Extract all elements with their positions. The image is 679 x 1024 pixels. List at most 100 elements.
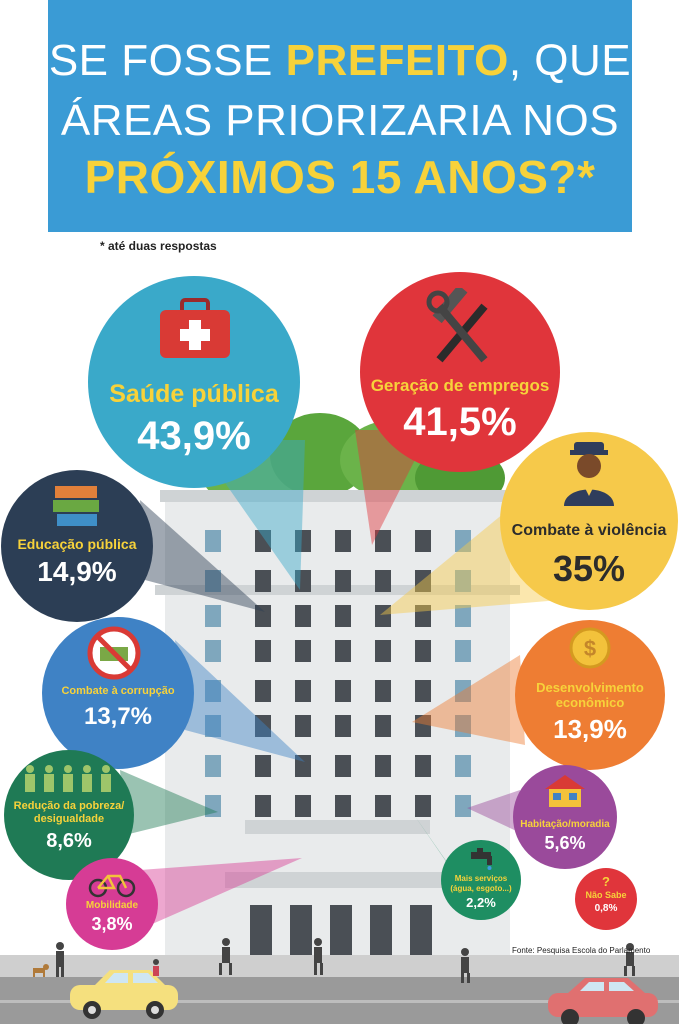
building-window — [375, 755, 391, 777]
bubble-educacao-publica: Educação pública 14,9% — [1, 470, 153, 622]
nao-sabe-value: 0,8% — [594, 903, 618, 914]
building-window — [205, 640, 221, 662]
mobilidade-label: Mobilidade — [85, 900, 139, 911]
servicos-label-2: (água, esgoto...) — [450, 884, 512, 893]
people-icon — [25, 765, 111, 792]
violencia-label: Combate à violência — [511, 522, 667, 539]
pobreza-value: 8,6% — [46, 830, 92, 852]
building-door — [250, 905, 272, 955]
bubble-desenvolvimento-economico: $ Desenvolvimento econômico 13,9% — [515, 620, 665, 770]
building-window — [415, 715, 431, 737]
habitacao-label: Habitação/moradia — [520, 819, 610, 830]
corrupcao-value: 13,7% — [83, 703, 153, 730]
question-mark-icon: ? — [602, 874, 610, 889]
books-icon — [53, 486, 99, 526]
building-window — [455, 755, 471, 777]
building-window — [335, 570, 351, 592]
building-window — [205, 605, 221, 627]
svg-text:$: $ — [584, 636, 596, 661]
building-window — [455, 795, 471, 817]
building-window — [335, 640, 351, 662]
footnote: * até duas respostas — [100, 239, 217, 253]
building-window — [455, 680, 471, 702]
source-note: Fonte: Pesquisa Escola do Parlamento — [512, 946, 651, 955]
building-illustration — [155, 490, 520, 960]
red-car-icon — [548, 978, 658, 1024]
building-door — [370, 905, 392, 955]
first-aid-kit-icon — [160, 298, 230, 358]
building-window — [255, 570, 271, 592]
saude-value: 43,9% — [137, 414, 251, 458]
educacao-value: 14,9% — [37, 556, 117, 587]
bicycle-icon — [88, 874, 136, 898]
empregos-label: Geração de empregos — [370, 376, 550, 395]
bubble-habitacao-moradia: Habitação/moradia 5,6% — [513, 765, 617, 869]
building-window — [415, 605, 431, 627]
mobilidade-cone — [140, 858, 302, 925]
building-window — [375, 605, 391, 627]
yellow-car-icon — [70, 970, 178, 1019]
building-window — [205, 570, 221, 592]
building-window — [455, 530, 471, 552]
empregos-value: 41,5% — [403, 400, 517, 444]
building-window — [205, 755, 221, 777]
coin-icon: $ — [569, 627, 611, 669]
building-window — [335, 530, 351, 552]
building-window — [335, 715, 351, 737]
violencia-value: 35% — [552, 548, 626, 589]
building-window — [455, 715, 471, 737]
building-window — [375, 680, 391, 702]
building-window — [335, 755, 351, 777]
building-window — [375, 715, 391, 737]
building-window — [375, 640, 391, 662]
servicos-value: 2,2% — [466, 895, 496, 910]
desenvolvimento-cone — [412, 655, 525, 745]
building-window — [295, 795, 311, 817]
bubble-combate-corrupcao: Combate à corrupção 13,7% — [42, 617, 194, 769]
bubble-combate-violencia: Combate à violência 35% — [500, 432, 678, 610]
building-window — [455, 605, 471, 627]
building-window — [415, 755, 431, 777]
building-window — [255, 715, 271, 737]
servicos-label-1: Mais serviços — [454, 874, 508, 883]
bubble-nao-sabe: ? Não Sabe 0,8% — [575, 868, 637, 930]
pedestrians-illustration — [56, 938, 635, 983]
building-window — [255, 755, 271, 777]
building-door — [330, 905, 352, 955]
building-window — [455, 570, 471, 592]
pobreza-label-2: desigualdade — [33, 813, 105, 825]
building-door — [410, 905, 432, 955]
building-window — [375, 570, 391, 592]
street-illustration — [0, 938, 679, 1024]
desenvolvimento-value: 13,9% — [553, 714, 627, 744]
building-window — [335, 605, 351, 627]
hammer-wrench-icon — [426, 288, 488, 363]
building-window — [295, 715, 311, 737]
title-banner: SE FOSSE PREFEITO, QUE ÁREAS PRIORIZARIA… — [48, 0, 632, 232]
desenvolvimento-label-2: econômico — [555, 695, 625, 710]
saude-label: Saúde pública — [109, 380, 279, 408]
illustration-scene — [0, 413, 679, 1024]
building-window — [375, 530, 391, 552]
bubble-geracao-empregos: Geração de empregos 41,5% — [360, 272, 560, 472]
educacao-cone — [140, 500, 265, 612]
building-window — [415, 530, 431, 552]
building-window — [335, 795, 351, 817]
building-window — [205, 715, 221, 737]
building-window — [455, 640, 471, 662]
building-window — [205, 795, 221, 817]
building-window — [415, 680, 431, 702]
desenvolvimento-label-1: Desenvolvimento — [536, 680, 644, 695]
corrupcao-cone — [175, 640, 305, 762]
building-window — [415, 795, 431, 817]
title-line-2: ÁREAS PRIORIZARIA NOS — [60, 96, 620, 145]
building-window — [295, 640, 311, 662]
building-door — [290, 905, 312, 955]
educacao-label: Educação pública — [17, 536, 137, 552]
pobreza-label-1: Redução da pobreza/ — [13, 800, 125, 812]
building-window — [295, 680, 311, 702]
bubble-saude-publica: Saúde pública 43,9% — [88, 276, 300, 488]
building-window — [255, 680, 271, 702]
faucet-icon — [471, 848, 492, 870]
pobreza-cone — [120, 770, 218, 835]
